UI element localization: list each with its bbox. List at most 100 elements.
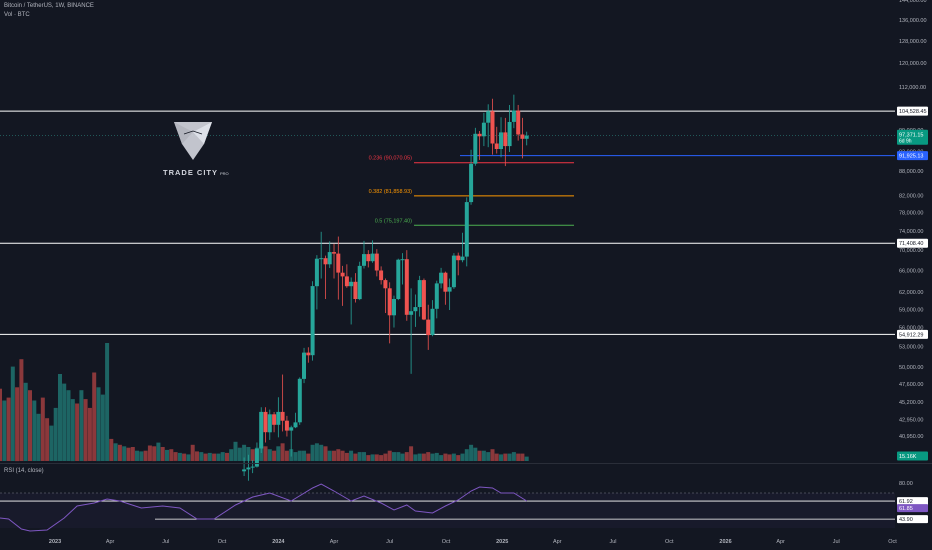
candle-body xyxy=(456,255,461,261)
rsi-background-band xyxy=(0,493,895,528)
volume-bar xyxy=(96,387,101,462)
price-tick-label: 128,000.00 xyxy=(899,39,927,45)
candle-body xyxy=(289,427,294,431)
rsi-level-tag: 43.90 xyxy=(899,517,913,523)
volume-bar xyxy=(276,446,281,462)
symbol-title[interactable]: Bitcoin / TetherUS, 1W, BINANCE xyxy=(4,3,94,9)
candle-body xyxy=(332,252,336,254)
volume-bar xyxy=(267,449,272,461)
time-tick-label: 2024 xyxy=(272,539,285,545)
volume-bar xyxy=(28,390,32,461)
candle-body xyxy=(254,448,259,467)
volume-bar xyxy=(87,407,92,461)
volume-bar xyxy=(392,452,396,461)
rsi-value-tag-box xyxy=(897,504,928,513)
candle-body xyxy=(297,378,302,423)
candle-body xyxy=(486,111,491,123)
level-price-tag-box xyxy=(897,329,928,339)
candle-body xyxy=(417,280,422,307)
candle-body xyxy=(387,288,392,316)
candle-body xyxy=(396,259,401,299)
candle-body xyxy=(400,259,405,261)
volume-bar xyxy=(109,438,114,461)
volume-bar xyxy=(160,447,165,461)
candle-body xyxy=(447,287,452,292)
volume-bar xyxy=(314,443,319,461)
candle-body xyxy=(421,280,426,320)
volume-value-tag: 15.16K xyxy=(899,454,917,460)
volume-bar xyxy=(404,452,409,461)
volume-bar xyxy=(75,403,80,461)
volume-bar xyxy=(165,449,169,461)
time-tick-label: 2025 xyxy=(496,539,508,545)
candle-body xyxy=(336,253,341,273)
volume-bar xyxy=(336,449,341,461)
candle-countdown: 6d 9h xyxy=(899,139,912,145)
candle-body xyxy=(413,307,418,312)
candle-body xyxy=(362,254,366,266)
volume-bar xyxy=(117,444,122,461)
candle-body xyxy=(293,422,298,428)
candle-body xyxy=(430,308,435,335)
price-tick-label: 45,200.00 xyxy=(899,400,923,406)
candle-body xyxy=(250,466,255,468)
price-tick-label: 47,600.00 xyxy=(899,382,923,388)
volume-bar xyxy=(486,452,491,461)
volume-bar xyxy=(169,449,174,461)
volume-bar xyxy=(421,453,426,461)
candle-body xyxy=(349,281,354,287)
volume-bar xyxy=(520,453,525,461)
candle-body xyxy=(481,122,486,137)
candle-body xyxy=(263,411,268,433)
volume-bar xyxy=(362,452,366,461)
volume-bar xyxy=(113,443,118,461)
volume-indicator-label[interactable]: Vol · BTC xyxy=(4,12,30,18)
time-tick-label: Oct xyxy=(665,539,674,545)
volume-bar xyxy=(143,450,148,461)
volume-bar xyxy=(353,453,358,461)
volume-bar xyxy=(32,400,37,461)
candle-body xyxy=(284,420,289,431)
volume-bar xyxy=(49,425,54,461)
volume-bar xyxy=(250,449,255,461)
volume-bar xyxy=(23,382,28,461)
volume-bar xyxy=(451,453,456,461)
time-tick-label: 2023 xyxy=(49,539,61,545)
time-tick-label: Oct xyxy=(218,539,227,545)
volume-bar xyxy=(177,452,182,461)
time-tick-label: Apr xyxy=(330,539,339,545)
volume-bar xyxy=(186,454,191,461)
rsi-level-tag-box xyxy=(897,515,928,524)
price-tick-label: 120,000.00 xyxy=(899,61,927,67)
volume-bar xyxy=(370,454,375,461)
candle-body xyxy=(426,319,431,336)
candle-body xyxy=(383,280,388,289)
candle-body xyxy=(370,253,375,262)
candle-body xyxy=(267,414,272,433)
price-tick-label: 144,000.00 xyxy=(899,0,927,4)
volume-bar xyxy=(0,388,2,461)
volume-bar xyxy=(426,452,431,461)
price-tick-label: 42,950.00 xyxy=(899,418,923,424)
volume-bar xyxy=(190,444,195,461)
volume-bar xyxy=(70,399,75,462)
rsi-indicator-label[interactable]: RSI (14, close) xyxy=(4,468,44,474)
volume-bar xyxy=(45,418,50,461)
volume-bar xyxy=(344,452,349,461)
candle-body xyxy=(366,254,371,262)
candle-body xyxy=(392,299,396,316)
candle-body xyxy=(242,469,247,472)
level-price-tag: 71,408.40 xyxy=(899,241,923,247)
price-tick-label: 50,000.00 xyxy=(899,365,923,371)
candle-body xyxy=(507,122,512,147)
candle-body xyxy=(451,255,456,288)
volume-bar xyxy=(383,453,388,461)
candle-body xyxy=(379,270,384,281)
watermark-brand-suffix: PRO xyxy=(220,171,229,176)
volume-bar xyxy=(374,454,379,461)
volume-bar xyxy=(332,450,336,461)
volume-bar xyxy=(306,453,311,461)
volume-bar xyxy=(327,450,332,461)
volume-bar xyxy=(516,453,521,461)
